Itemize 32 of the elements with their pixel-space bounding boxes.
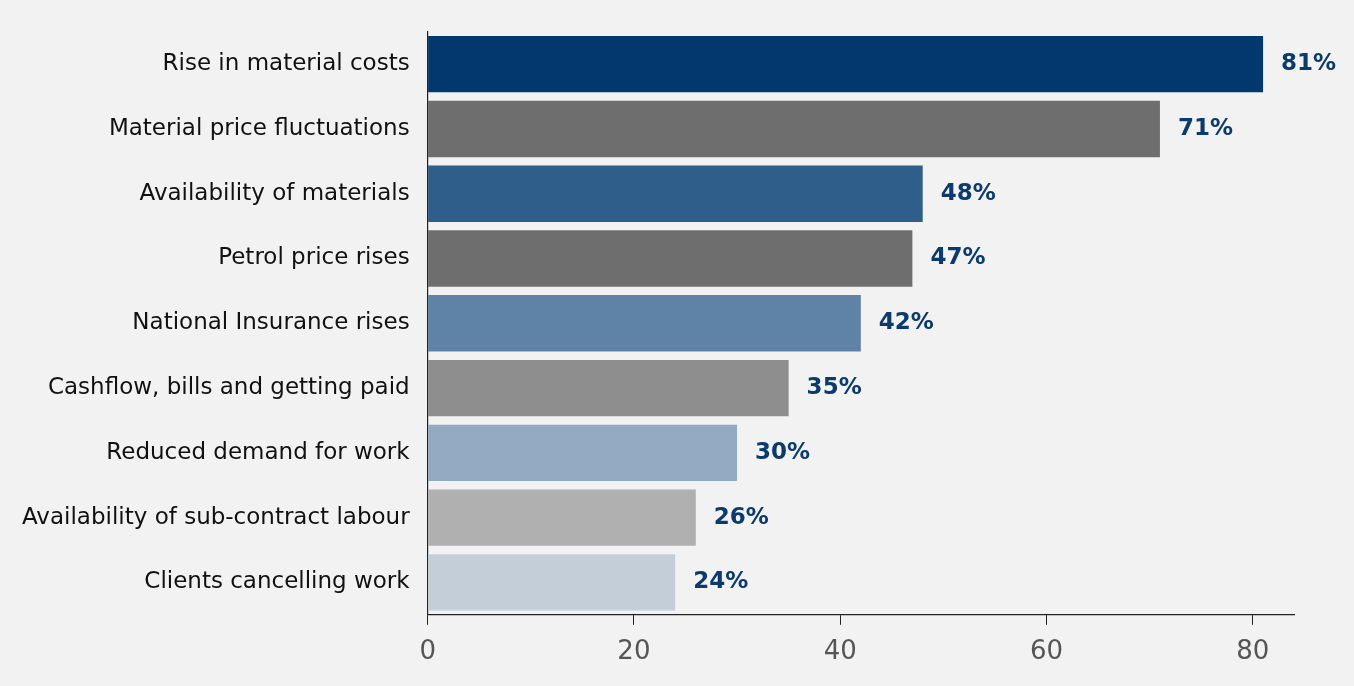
bar xyxy=(428,359,789,417)
data-label: 81% xyxy=(1281,49,1337,76)
data-label: 42% xyxy=(878,308,934,335)
data-label: 24% xyxy=(693,567,749,594)
data-label: 35% xyxy=(806,373,862,400)
y-tick-label: Clients cancelling work xyxy=(144,567,411,594)
y-tick-label: Availability of sub-contract labour xyxy=(21,502,411,529)
y-tick-label: Reduced demand for work xyxy=(106,437,411,464)
bar xyxy=(428,100,1160,158)
y-tick-label: Cashflow, bills and getting paid xyxy=(47,373,410,400)
x-tick-label: 0 xyxy=(419,635,436,666)
bar xyxy=(428,295,861,352)
y-tick-label: Petrol price rises xyxy=(218,243,410,270)
y-tick-label: National Insurance rises xyxy=(132,308,410,335)
data-label: 26% xyxy=(713,502,769,529)
bar xyxy=(428,489,696,546)
bar xyxy=(428,36,1264,93)
data-label: 71% xyxy=(1177,113,1233,140)
y-tick-label: Availability of materials xyxy=(139,178,410,205)
bar xyxy=(428,424,738,482)
bar xyxy=(428,554,676,611)
bar xyxy=(428,230,913,287)
bar xyxy=(428,165,923,222)
x-tick-label: 40 xyxy=(823,635,857,666)
x-tick-label: 20 xyxy=(617,635,651,666)
y-tick-label: Rise in material costs xyxy=(162,49,410,76)
data-label: 30% xyxy=(755,437,811,464)
y-tick-label: Material price fluctuations xyxy=(108,113,410,140)
x-tick-label: 80 xyxy=(1236,635,1270,666)
x-tick-label: 60 xyxy=(1029,635,1064,666)
data-label: 48% xyxy=(940,178,996,205)
data-label: 47% xyxy=(930,243,986,270)
